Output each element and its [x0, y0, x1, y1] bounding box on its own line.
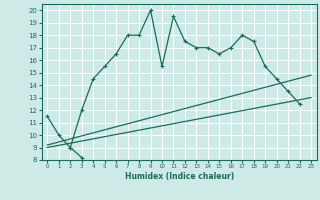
X-axis label: Humidex (Indice chaleur): Humidex (Indice chaleur) — [124, 172, 234, 181]
